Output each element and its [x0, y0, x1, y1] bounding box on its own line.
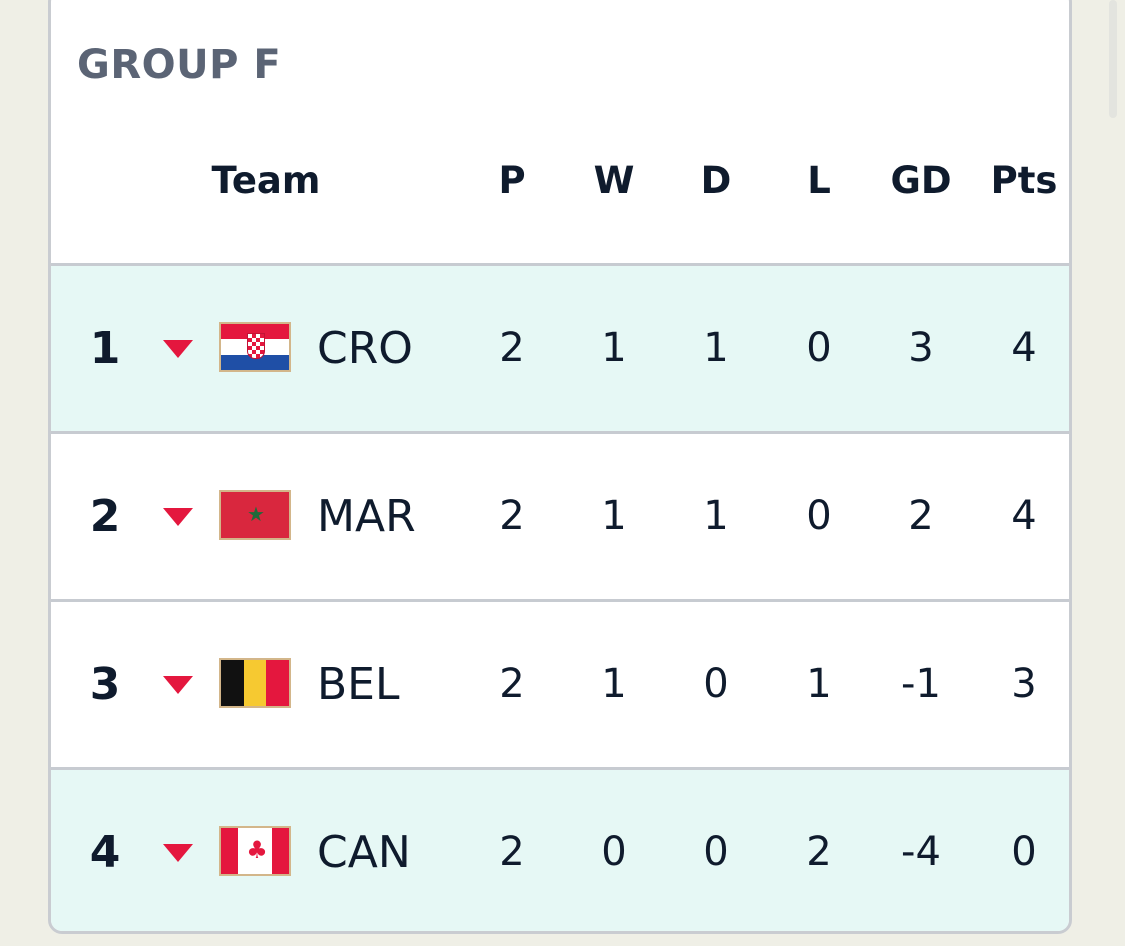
stat-drawn: 0 [703, 829, 729, 875]
group-standings-card: GROUP F Team P W D L GD Pts 1 CRO 2 1 1 … [48, 0, 1072, 934]
stat-won: 0 [601, 829, 627, 875]
header-lost: L [807, 159, 831, 202]
header-goal-difference: GD [890, 159, 952, 202]
stat-won: 1 [601, 493, 627, 539]
team-code: CAN [317, 827, 411, 878]
stat-played: 2 [499, 493, 525, 539]
stat-lost: 0 [806, 493, 832, 539]
belgium-flag-icon [219, 658, 291, 708]
team-rank: 4 [89, 827, 121, 878]
stat-won: 1 [601, 661, 627, 707]
stat-lost: 1 [806, 661, 832, 707]
morocco-flag-icon: ★ [219, 490, 291, 540]
table-row[interactable]: 3 BEL 2 1 0 1 -1 3 [51, 599, 1069, 767]
header-won: W [593, 159, 635, 202]
triangle-down-icon [163, 340, 193, 358]
canada-flag-icon: ♣ [219, 826, 291, 876]
header-points: Pts [990, 159, 1058, 202]
stat-drawn: 1 [703, 325, 729, 371]
header-played: P [498, 159, 526, 202]
stat-points: 4 [1011, 493, 1037, 539]
stat-goal-difference: -1 [901, 661, 941, 707]
group-title: GROUP F [77, 42, 282, 88]
scrollbar[interactable] [1109, 0, 1117, 118]
team-code: BEL [317, 659, 400, 710]
team-rank: 2 [89, 491, 121, 542]
stat-goal-difference: 3 [908, 325, 934, 371]
stat-played: 2 [499, 829, 525, 875]
table-row[interactable]: 2 ★ MAR 2 1 1 0 2 4 [51, 431, 1069, 599]
stat-points: 3 [1011, 661, 1037, 707]
stat-points: 0 [1011, 829, 1037, 875]
stat-goal-difference: -4 [901, 829, 941, 875]
stat-goal-difference: 2 [908, 493, 934, 539]
table-row[interactable]: 4 ♣ CAN 2 0 0 2 -4 0 [51, 767, 1069, 931]
stat-won: 1 [601, 325, 627, 371]
team-code: MAR [317, 491, 416, 542]
header-team: Team [211, 159, 321, 202]
table-row[interactable]: 1 CRO 2 1 1 0 3 4 [51, 263, 1069, 431]
header-drawn: D [700, 159, 732, 202]
triangle-down-icon [163, 676, 193, 694]
team-rank: 1 [89, 323, 121, 374]
triangle-down-icon [163, 844, 193, 862]
team-rank: 3 [89, 659, 121, 710]
stat-drawn: 1 [703, 493, 729, 539]
standings-header: Team P W D L GD Pts [51, 151, 1069, 211]
stat-played: 2 [499, 325, 525, 371]
stat-lost: 0 [806, 325, 832, 371]
stat-lost: 2 [806, 829, 832, 875]
team-code: CRO [317, 323, 413, 374]
stat-drawn: 0 [703, 661, 729, 707]
triangle-down-icon [163, 508, 193, 526]
stat-points: 4 [1011, 325, 1037, 371]
croatia-flag-icon [219, 322, 291, 372]
stat-played: 2 [499, 661, 525, 707]
